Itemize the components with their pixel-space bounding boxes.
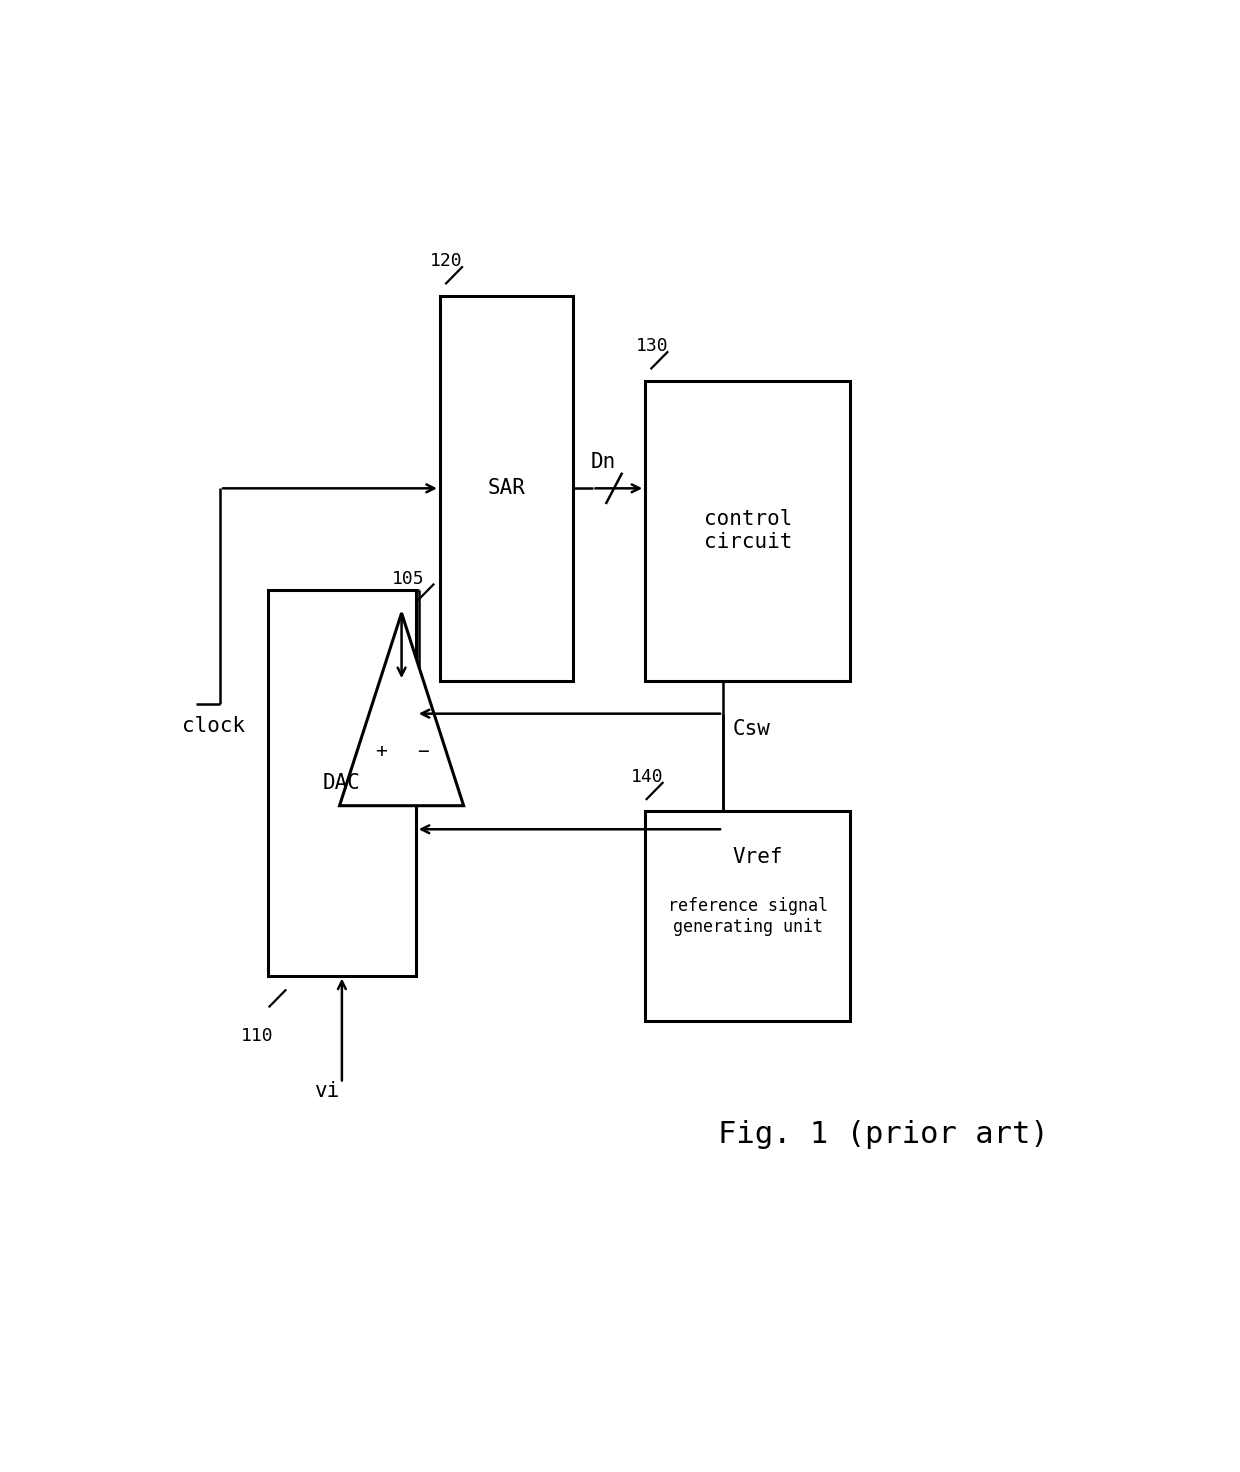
Text: SAR: SAR (487, 478, 526, 499)
Text: clock: clock (182, 715, 246, 736)
Text: 130: 130 (635, 337, 668, 355)
Bar (268, 590, 415, 976)
Text: 105: 105 (392, 570, 424, 587)
Text: Vref: Vref (733, 848, 784, 867)
Text: −: − (417, 742, 429, 761)
Text: DAC: DAC (322, 773, 361, 793)
Bar (645, 811, 851, 1022)
Text: reference signal
generating unit: reference signal generating unit (667, 896, 827, 936)
Text: vi: vi (315, 1080, 341, 1101)
Text: 120: 120 (430, 252, 463, 271)
Bar (440, 296, 573, 682)
Text: 140: 140 (631, 768, 663, 786)
Polygon shape (340, 612, 464, 805)
Text: Dn: Dn (590, 452, 615, 473)
Text: Csw: Csw (733, 718, 770, 739)
Text: Fig. 1 (prior art): Fig. 1 (prior art) (718, 1120, 1049, 1150)
Bar (645, 381, 851, 682)
Text: 110: 110 (241, 1027, 274, 1045)
Text: +: + (374, 742, 387, 761)
Text: control
circuit: control circuit (703, 509, 792, 552)
